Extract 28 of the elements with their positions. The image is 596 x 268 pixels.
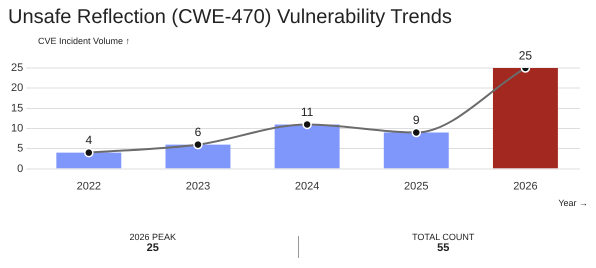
x-tick-label: 2022 [76, 180, 102, 192]
y-tick-label: 0 [17, 162, 24, 175]
bar [165, 144, 230, 168]
y-tick-label: 20 [10, 82, 24, 94]
x-tick-label: 2023 [186, 180, 210, 192]
bar [56, 152, 122, 168]
data-label: 6 [194, 124, 202, 139]
text: 55 [436, 242, 450, 254]
text: 2026 PEAK [128, 232, 178, 242]
bar [492, 68, 558, 168]
data-label: 25 [518, 48, 532, 62]
x-tick-label: 2026 [513, 180, 538, 192]
text: TOTAL COUNT [411, 232, 476, 242]
x-axis-title: Year → [557, 198, 588, 210]
y-tick-label: 15 [10, 102, 24, 114]
text: 25 [146, 242, 160, 254]
data-label: 11 [300, 104, 314, 119]
x-tick-label: 2024 [294, 180, 320, 192]
y-axis-title: CVE Incident Volume ↑ [38, 36, 132, 48]
y-tick-label: 25 [10, 62, 24, 74]
bar [274, 124, 340, 168]
chart-title: Unsafe Reflection (CWE-470) Vulnerability Trends [8, 6, 453, 30]
y-tick-label: 5 [17, 142, 24, 155]
data-label: 9 [412, 112, 420, 127]
y-tick-label: 10 [10, 122, 24, 135]
data-label: 4 [85, 132, 92, 147]
x-tick-label: 2025 [404, 180, 429, 192]
bar [384, 132, 449, 168]
